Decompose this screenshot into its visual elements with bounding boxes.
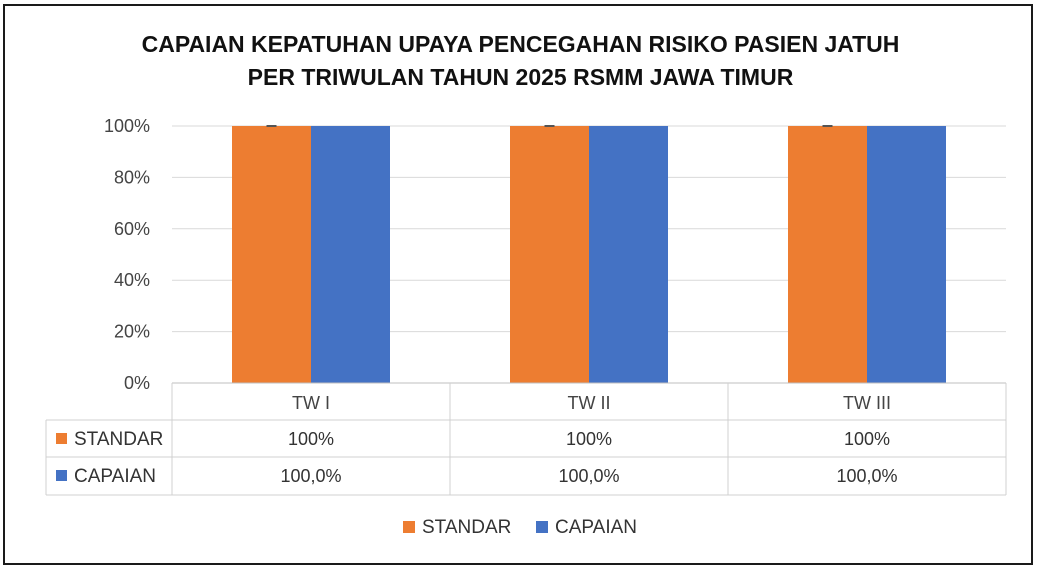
data-label: 100% bbox=[288, 429, 334, 449]
table-legend-key bbox=[56, 433, 67, 444]
bar-capaian bbox=[867, 126, 946, 383]
legend-label: STANDAR bbox=[422, 517, 511, 538]
y-tick-label: 20% bbox=[114, 322, 150, 342]
y-tick-label: 60% bbox=[114, 219, 150, 239]
data-label: 100% bbox=[844, 429, 890, 449]
data-label: 100,0% bbox=[836, 466, 897, 486]
y-tick-label: 40% bbox=[114, 270, 150, 290]
data-label: 100,0% bbox=[558, 466, 619, 486]
chart-title-line-1: CAPAIAN KEPATUHAN UPAYA PENCEGAHAN RISIK… bbox=[141, 31, 900, 57]
legend-label: CAPAIAN bbox=[555, 517, 637, 538]
category-label: TW II bbox=[568, 393, 611, 413]
chart-title-line-2: PER TRIWULAN TAHUN 2025 RSMM JAWA TIMUR bbox=[247, 64, 794, 90]
y-tick-label: 80% bbox=[114, 167, 150, 187]
data-label: 100,0% bbox=[280, 466, 341, 486]
table-series-label: CAPAIAN bbox=[74, 466, 156, 487]
bar-capaian bbox=[589, 126, 668, 383]
category-label: TW I bbox=[292, 393, 330, 413]
bar-capaian bbox=[311, 126, 390, 383]
y-tick-label: 100% bbox=[104, 116, 150, 136]
legend-swatch-capaian bbox=[536, 521, 548, 533]
bar-standar bbox=[510, 126, 589, 383]
legend-swatch-standar bbox=[403, 521, 415, 533]
y-tick-label: 0% bbox=[124, 373, 150, 393]
table-series-label: STANDAR bbox=[74, 429, 163, 450]
data-label: 100% bbox=[566, 429, 612, 449]
chart-title: CAPAIAN KEPATUHAN UPAYA PENCEGAHAN RISIK… bbox=[0, 28, 1041, 94]
category-label: TW III bbox=[843, 393, 891, 413]
table-legend-key bbox=[56, 470, 67, 481]
bar-standar bbox=[232, 126, 311, 383]
bar-standar bbox=[788, 126, 867, 383]
